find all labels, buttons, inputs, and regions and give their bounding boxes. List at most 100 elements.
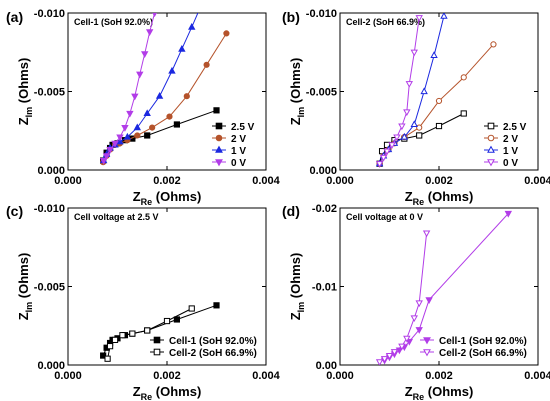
y-tick-label: -0.005 [34,282,65,294]
panel-annotation: Cell voltage at 0 V [346,212,423,222]
legend-label: Cell-1 (SoH 92.0%) [169,336,257,347]
data-point [416,132,423,139]
data-point [440,13,448,19]
x-axis-label: ZRe (Ohms) [133,384,202,401]
legend-label: Cell-1 (SoH 92.0%) [439,336,527,347]
data-point [136,71,144,79]
legend: Cell-1 (SoH 92.0%)Cell-2 (SoH 66.9%) [420,336,527,359]
x-tick-label: 0.004 [252,175,280,187]
legend-marker [215,122,223,130]
data-point [166,113,173,120]
legend-marker [487,122,495,130]
data-point [173,121,181,128]
data-point [141,51,149,58]
data-point [398,343,406,351]
plot-area [375,210,513,365]
legend-label: 1 V [231,146,246,157]
x-tick-label: 0.000 [326,370,354,382]
data-point [152,13,157,18]
data-point [379,154,388,162]
data-point [416,124,423,131]
data-point [183,93,190,100]
data-point [188,22,196,30]
data-point [460,110,467,117]
data-point [119,332,126,339]
legend-label: 2.5 V [503,122,527,133]
data-point [400,132,409,140]
panel-label: (a) [6,9,23,25]
x-tick-label: 0.002 [425,370,453,382]
plot-area [99,7,230,166]
legend-label: 1 V [503,146,518,157]
series-1 [376,41,497,167]
data-point [106,343,114,350]
x-axis-label: ZRe (Ohms) [405,189,474,207]
panel-a: (a) 0.000 0.002 0.004 0.000 -0.005 -0.010 ZRe (… [6,7,281,207]
legend-marker [423,349,431,357]
legend-marker [215,134,223,142]
data-point [403,335,411,343]
legend-marker [215,159,223,167]
data-point [380,356,389,363]
panel-b: (b) 0.000 0.002 0.004 0.000 -0.005 -0.010 ZRe (… [282,8,550,207]
data-point [99,158,108,165]
legend-marker [423,337,431,345]
panel-label: (c) [6,203,23,219]
legend-marker [487,134,495,142]
y-tick-label: -0.005 [306,87,337,99]
legend-label: 2.5 V [231,122,255,133]
x-tick-label: 0.000 [54,175,82,187]
data-point [116,134,124,142]
data-point [143,109,151,117]
data-point [100,352,107,359]
series-1 [375,230,431,365]
data-point [435,122,443,130]
panel-annotation: Cell-1 (SoH 92.0%) [74,17,153,27]
y-tick-label: -0.02 [312,203,337,215]
panel-label: (d) [282,203,300,219]
data-point [422,230,431,238]
y-axis-label: ZIm (Ohms) [16,253,34,321]
series-line [379,15,445,164]
y-axis-label: ZIm (Ohms) [16,58,34,126]
legend-label: 0 V [503,158,518,169]
y-tick-label: -0.010 [306,8,337,20]
data-point [196,7,202,12]
series-line [379,17,420,164]
legend-marker [487,145,495,153]
data-point [106,147,114,154]
data-point [126,110,134,118]
panel-c: (c) 0.000 0.002 0.004 0.000 -0.005 -0.010 ZRe (… [6,203,281,401]
data-point [415,15,423,22]
data-point [155,92,164,99]
panel-d: (d) 0.000 0.002 0.004 0.00 -0.01 -0.02 ZRe (Ohm… [282,203,550,401]
series-1 [100,30,230,166]
legend-label: Cell-2 (SoH 66.9%) [439,348,527,359]
legend-marker [215,145,223,153]
y-tick-label: 0.000 [37,360,65,372]
data-point [178,44,186,52]
x-tick-label: 0.000 [54,370,82,382]
x-tick-label: 0.004 [524,175,550,187]
data-point [403,109,411,117]
data-point [111,140,119,148]
data-point [134,132,141,139]
x-axis-label: ZRe (Ohms) [133,189,202,207]
data-point [145,29,154,36]
legend-marker [487,159,495,167]
data-point [420,87,428,95]
plot-area [375,13,497,168]
legend: 2.5 V2 V1 V0 V [484,122,527,169]
data-point [375,161,384,168]
data-point [410,49,418,57]
data-point [393,134,401,142]
x-tick-label: 0.002 [153,175,181,187]
y-tick-label: 0.00 [316,360,337,372]
legend-marker [153,348,161,356]
data-point [149,124,156,131]
data-point [375,359,384,365]
series-0 [376,110,467,167]
x-tick-label: 0.002 [153,370,181,382]
data-point [405,338,414,346]
